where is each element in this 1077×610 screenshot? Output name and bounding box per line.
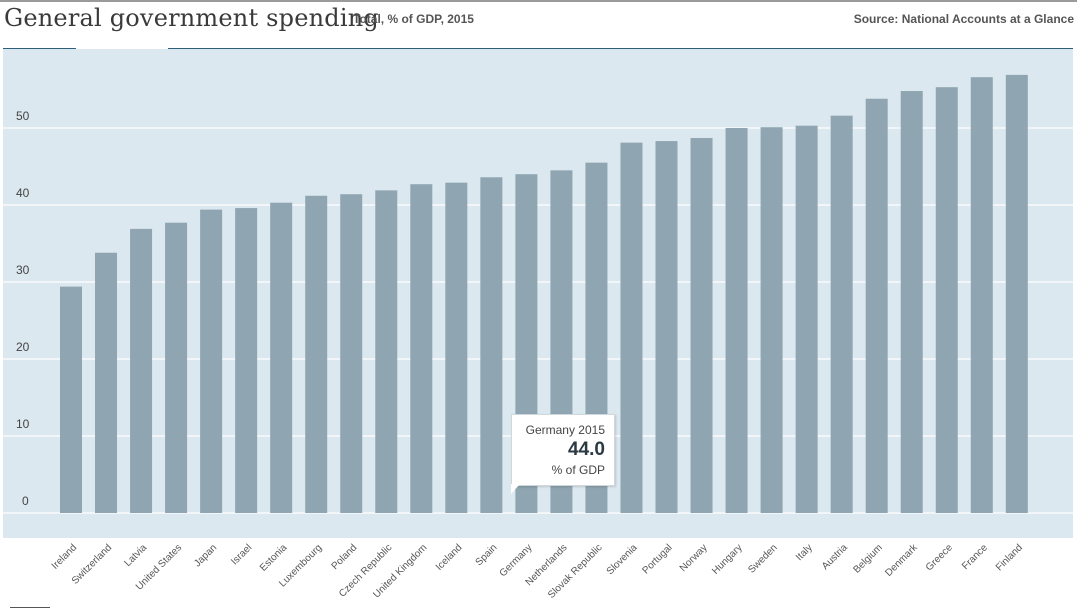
x-tick-label: Finland bbox=[994, 542, 1025, 573]
bar-hungary[interactable] bbox=[725, 128, 748, 513]
x-tick-label: Greece bbox=[924, 542, 955, 573]
y-tick-label: 20 bbox=[16, 340, 30, 354]
chart-subtitle: Total, % of GDP, 2015 bbox=[353, 12, 474, 26]
x-tick-label: Japan bbox=[192, 542, 219, 569]
tooltip-unit: % of GDP bbox=[551, 463, 605, 477]
bar-iceland[interactable] bbox=[445, 182, 468, 514]
footer-line bbox=[10, 607, 50, 608]
x-tick-label: Estonia bbox=[258, 542, 290, 574]
bar-austria[interactable] bbox=[830, 115, 853, 514]
y-tick-label: 50 bbox=[16, 109, 30, 123]
tooltip-title: Germany 2015 bbox=[525, 423, 605, 437]
header-rule-left bbox=[3, 48, 76, 49]
bar-norway[interactable] bbox=[690, 138, 713, 513]
bar-poland[interactable] bbox=[340, 194, 363, 513]
bar-belgium[interactable] bbox=[865, 98, 888, 514]
x-tick-label: Belgium bbox=[851, 542, 884, 575]
x-tick-label: France bbox=[960, 542, 990, 572]
bar-latvia[interactable] bbox=[130, 228, 153, 513]
tooltip: Germany 2015 44.0 % of GDP bbox=[511, 414, 615, 486]
bar-finland[interactable] bbox=[1005, 74, 1028, 514]
x-tick-label: Sweden bbox=[746, 542, 779, 575]
bar-switzerland[interactable] bbox=[95, 252, 118, 514]
x-tick-label: Italy bbox=[794, 542, 815, 563]
bar-japan[interactable] bbox=[200, 209, 223, 513]
x-tick-label: Poland bbox=[330, 542, 360, 572]
x-tick-label: Iceland bbox=[434, 542, 465, 573]
x-tick-label: Denmark bbox=[883, 542, 920, 579]
bar-sweden[interactable] bbox=[760, 127, 783, 513]
bar-luxembourg[interactable] bbox=[305, 195, 328, 513]
x-tick-label: Norway bbox=[678, 542, 710, 574]
bar-portugal[interactable] bbox=[655, 141, 678, 513]
x-tick-label: Latvia bbox=[123, 542, 150, 569]
x-tick-label: Ireland bbox=[50, 542, 79, 571]
y-tick-label: 30 bbox=[16, 263, 30, 277]
bar-united-kingdom[interactable] bbox=[410, 184, 433, 513]
x-tick-label: Germany bbox=[498, 542, 535, 579]
bar-france[interactable] bbox=[970, 77, 993, 514]
bar-denmark[interactable] bbox=[900, 91, 923, 513]
bar-israel[interactable] bbox=[235, 208, 258, 513]
y-tick-label: 40 bbox=[16, 186, 30, 200]
chart-title: General government spending bbox=[4, 4, 379, 32]
x-tick-label: Slovenia bbox=[605, 542, 640, 577]
bar-united-states[interactable] bbox=[165, 222, 188, 513]
x-tick-label: Hungary bbox=[710, 542, 745, 577]
x-tick-label: Spain bbox=[474, 542, 500, 568]
x-tick-label: Israel bbox=[229, 542, 254, 567]
bar-slovenia[interactable] bbox=[620, 142, 643, 513]
x-tick-label: Portugal bbox=[641, 542, 675, 576]
bar-spain[interactable] bbox=[480, 177, 503, 513]
bar-czech-republic[interactable] bbox=[375, 190, 398, 513]
bar-italy[interactable] bbox=[795, 125, 818, 513]
y-tick-label: 0 bbox=[22, 494, 29, 508]
bar-greece[interactable] bbox=[935, 87, 958, 513]
bar-ireland[interactable] bbox=[60, 286, 82, 513]
header-rule-right bbox=[168, 48, 1073, 49]
x-tick-label: Austria bbox=[820, 542, 850, 572]
top-border bbox=[0, 0, 1077, 2]
tooltip-value: 44.0 bbox=[568, 439, 605, 460]
tooltip-pointer bbox=[511, 484, 520, 494]
chart-source: Source: National Accounts at a Glance bbox=[853, 12, 1074, 26]
y-tick-label: 10 bbox=[16, 417, 30, 431]
bar-estonia[interactable] bbox=[270, 202, 293, 513]
